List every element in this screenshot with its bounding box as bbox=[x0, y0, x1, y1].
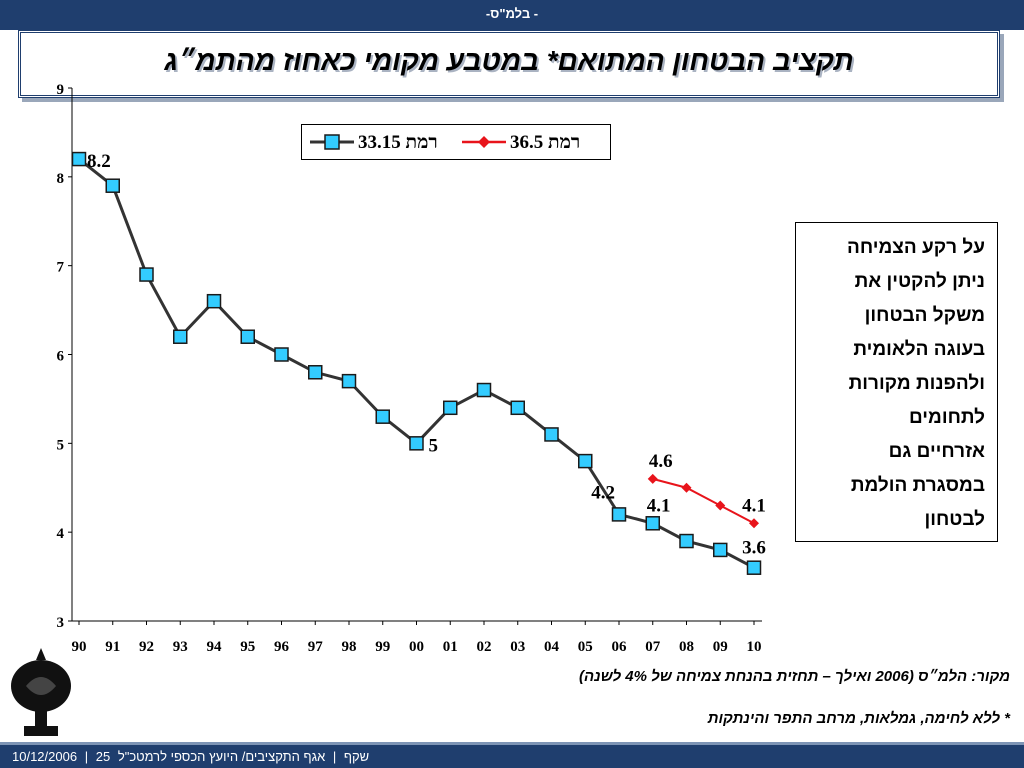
data-point-square bbox=[71, 151, 87, 167]
data-label: 8.2 bbox=[87, 151, 111, 172]
legend-markers bbox=[310, 134, 506, 150]
x-tick-label: 97 bbox=[308, 639, 324, 655]
legend-entry-series2: רמת 36.5 bbox=[510, 132, 581, 153]
data-point-square bbox=[308, 365, 323, 380]
data-point-square bbox=[578, 453, 593, 469]
x-tick-label: 07 bbox=[645, 639, 661, 655]
x-tick-label: 99 bbox=[375, 639, 390, 655]
series-line-2 bbox=[652, 477, 755, 525]
x-tick-label: 02 bbox=[477, 639, 492, 655]
note-line: ולהפנות מקורות bbox=[848, 373, 985, 394]
x-tick-label: 93 bbox=[173, 639, 188, 655]
x-tick-label: 98 bbox=[342, 639, 357, 655]
slide-title: תקציב הבטחון המתואם* במטבע מקומי כאחוז מ… bbox=[164, 45, 854, 76]
data-point-diamond bbox=[647, 473, 658, 484]
note-line: אזרחיים גם bbox=[888, 441, 985, 462]
x-tick-label: 04 bbox=[544, 639, 560, 655]
data-point-square bbox=[443, 400, 458, 416]
data-point-square bbox=[375, 409, 390, 424]
footer-date: 10/12/2006 bbox=[12, 749, 78, 764]
data-point-square bbox=[105, 178, 120, 193]
data-point-square bbox=[679, 533, 694, 549]
legend-diamond-marker bbox=[478, 136, 490, 148]
data-label: 4.6 bbox=[649, 451, 673, 472]
data-label: 3.6 bbox=[742, 538, 766, 559]
y-tick-label: 9 bbox=[57, 82, 65, 98]
data-point-square bbox=[206, 293, 222, 309]
data-point-diamond bbox=[681, 482, 692, 493]
footer-separator: | bbox=[84, 749, 89, 764]
footer-slide-number: 25 bbox=[95, 749, 111, 764]
x-tick-label: 92 bbox=[139, 639, 154, 655]
y-tick-label: 8 bbox=[57, 171, 65, 187]
data-point-square bbox=[139, 267, 154, 282]
footer-separator: | bbox=[332, 749, 337, 764]
data-point-square bbox=[341, 373, 357, 389]
data-point-diamond bbox=[715, 500, 726, 511]
legend-square-marker bbox=[324, 134, 340, 150]
x-tick-label: 06 bbox=[612, 639, 628, 655]
x-tick-label: 01 bbox=[443, 639, 458, 655]
data-point-square bbox=[645, 516, 660, 531]
data-point-square bbox=[510, 400, 525, 416]
y-tick-label: 7 bbox=[57, 260, 65, 276]
y-tick-label: 5 bbox=[57, 437, 65, 453]
emblem-logo bbox=[11, 648, 71, 736]
x-tick-label: 96 bbox=[274, 639, 290, 655]
x-tick-label: 10 bbox=[747, 639, 762, 655]
note-line: במסגרת הולמת bbox=[850, 475, 985, 496]
note-line: ניתן להקטין את bbox=[854, 271, 985, 292]
source-note: מקור: הלמ״ס (2006 ואילך – תחזית בהנחת צמ… bbox=[578, 668, 1010, 685]
x-tick-label: 91 bbox=[105, 639, 120, 655]
footer-slide-label: שקף bbox=[343, 749, 370, 764]
x-tick-label: 00 bbox=[409, 639, 424, 655]
title-box: תקציב הבטחון המתואם* במטבע מקומי כאחוז מ… bbox=[18, 30, 1000, 98]
top-banner: - בלמ"ס- bbox=[0, 0, 1024, 30]
data-point-square bbox=[544, 427, 559, 442]
footer-bar: 10/12/2006 | 25 שקף | אגף התקציבים/ היוע… bbox=[0, 742, 1024, 768]
data-point-square bbox=[476, 382, 492, 398]
x-tick-label: 03 bbox=[510, 639, 525, 655]
note-line: בעוגה הלאומית bbox=[853, 339, 985, 360]
y-tick-label: 3 bbox=[57, 615, 65, 631]
annotation-box: על רקע הצמיחה ניתן להקטין את משקל הבטחון… bbox=[795, 222, 998, 542]
x-tick-label: 95 bbox=[240, 639, 255, 655]
footer-text: 10/12/2006 | 25 שקף | אגף התקציבים/ היוע… bbox=[12, 749, 373, 764]
data-point-square bbox=[611, 507, 627, 522]
data-label: 5 bbox=[429, 435, 439, 456]
data-label: 4.2 bbox=[591, 482, 615, 503]
note-line: על רקע הצמיחה bbox=[847, 237, 985, 258]
data-point-square bbox=[173, 329, 188, 344]
x-tick-label: 90 bbox=[72, 639, 87, 655]
footer-department: אגף התקציבים/ היועץ הכספי לרמטכ"ל bbox=[117, 749, 326, 764]
note-line: לבטחון bbox=[924, 509, 986, 530]
y-tick-label: 6 bbox=[57, 349, 65, 365]
chart-legend: רמת 33.15 רמת 36.5 bbox=[301, 124, 611, 160]
legend-entry-series1: רמת 33.15 bbox=[358, 132, 438, 153]
note-line: משקל הבטחון bbox=[864, 305, 985, 326]
data-point-diamond bbox=[749, 518, 759, 529]
x-tick-label: 05 bbox=[578, 639, 593, 655]
x-tick-label: 94 bbox=[207, 639, 223, 655]
y-tick-label: 4 bbox=[57, 526, 65, 542]
data-label: 4.1 bbox=[647, 495, 671, 516]
data-point-square bbox=[274, 347, 289, 362]
data-label: 4.1 bbox=[742, 495, 766, 516]
classification-label: - בלמ"ס- bbox=[485, 6, 539, 21]
data-point-square bbox=[746, 560, 762, 575]
note-line: לתחומים bbox=[909, 407, 985, 428]
data-point-square bbox=[240, 329, 255, 344]
x-tick-label: 08 bbox=[679, 639, 694, 655]
footnote: * ללא לחימה, גמלאות, מרחב התפר והינתקות bbox=[707, 710, 1010, 727]
data-point-square bbox=[409, 436, 424, 451]
x-tick-label: 09 bbox=[713, 639, 728, 655]
data-point-square bbox=[713, 542, 728, 558]
